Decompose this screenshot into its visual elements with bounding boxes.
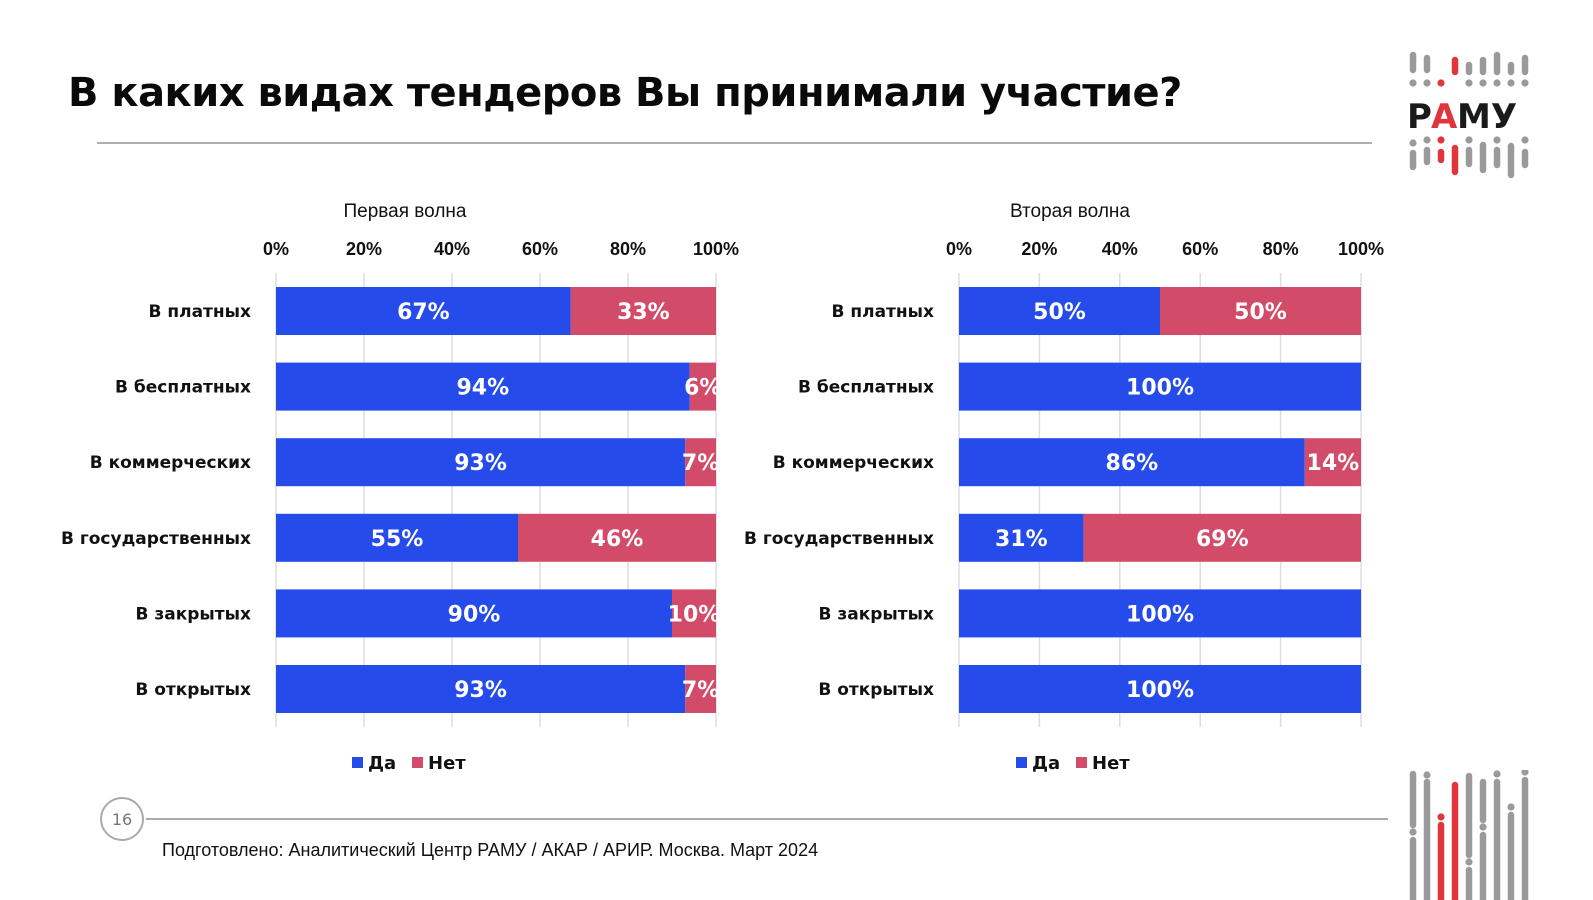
x-tick-label: 0% xyxy=(263,239,289,259)
legend-swatch xyxy=(1016,757,1027,768)
legend-label: Да xyxy=(1032,753,1060,774)
chart-title: Вторая волна xyxy=(1010,201,1130,222)
footer-divider xyxy=(146,818,1388,820)
legend-swatch xyxy=(352,757,363,768)
category-label: В платных xyxy=(149,302,252,322)
x-tick-label: 100% xyxy=(1338,239,1384,259)
data-label: 67% xyxy=(397,300,450,325)
x-tick-label: 80% xyxy=(610,239,646,259)
category-label: В закрытых xyxy=(136,604,252,624)
x-tick-label: 40% xyxy=(434,239,470,259)
data-label: 7% xyxy=(682,678,719,703)
x-tick-label: 80% xyxy=(1263,239,1299,259)
legend-label: Нет xyxy=(428,753,466,774)
chart-2: Вторая волна 0% 20% 40% 60% 80% 100% В платных 5… xyxy=(744,201,1384,774)
category-label: В государственных xyxy=(744,529,934,549)
data-label: 14% xyxy=(1307,451,1360,476)
category-label: В бесплатных xyxy=(798,378,934,398)
legend-swatch xyxy=(412,757,423,768)
data-label: 7% xyxy=(682,451,719,476)
category-label: В открытых xyxy=(818,680,934,700)
category-label: В коммерческих xyxy=(773,453,934,473)
data-label: 10% xyxy=(668,602,721,627)
x-tick-label: 40% xyxy=(1102,239,1138,259)
data-label: 93% xyxy=(454,678,507,703)
x-tick-label: 20% xyxy=(346,239,382,259)
category-label: В платных xyxy=(832,302,935,322)
page-number: 16 xyxy=(112,810,132,829)
category-label: В коммерческих xyxy=(90,453,251,473)
data-label: 94% xyxy=(456,376,509,401)
legend-label: Нет xyxy=(1092,753,1130,774)
data-label: 55% xyxy=(371,527,424,552)
data-label: 69% xyxy=(1196,527,1249,552)
x-tick-label: 60% xyxy=(1182,239,1218,259)
data-label: 90% xyxy=(448,602,501,627)
data-label: 50% xyxy=(1234,300,1287,325)
data-label: 93% xyxy=(454,451,507,476)
data-label: 86% xyxy=(1106,451,1159,476)
data-label: 100% xyxy=(1126,602,1194,627)
footer-source: Подготовлено: Аналитический Центр РАМУ /… xyxy=(162,840,818,861)
x-tick-label: 100% xyxy=(693,239,739,259)
chart-title: Первая волна xyxy=(344,201,467,222)
category-label: В бесплатных xyxy=(115,378,251,398)
category-label: В государственных xyxy=(61,529,251,549)
data-label: 100% xyxy=(1126,678,1194,703)
category-label: В открытых xyxy=(135,680,251,700)
data-label: 46% xyxy=(591,527,644,552)
page-number-badge: 16 xyxy=(100,797,144,841)
data-label: 100% xyxy=(1126,376,1194,401)
data-label: 31% xyxy=(995,527,1048,552)
x-tick-label: 20% xyxy=(1021,239,1057,259)
x-tick-label: 0% xyxy=(946,239,972,259)
x-tick-label: 60% xyxy=(522,239,558,259)
data-label: 6% xyxy=(684,376,721,401)
legend-swatch xyxy=(1076,757,1087,768)
data-label: 50% xyxy=(1033,300,1086,325)
legend-label: Да xyxy=(368,753,396,774)
charts-area: Первая волна 0% 20% 40% 60% 80% 100% В платных 6… xyxy=(0,0,1593,900)
data-label: 33% xyxy=(617,300,670,325)
chart-1: Первая волна 0% 20% 40% 60% 80% 100% В платных 6… xyxy=(61,201,739,774)
category-label: В закрытых xyxy=(819,604,935,624)
